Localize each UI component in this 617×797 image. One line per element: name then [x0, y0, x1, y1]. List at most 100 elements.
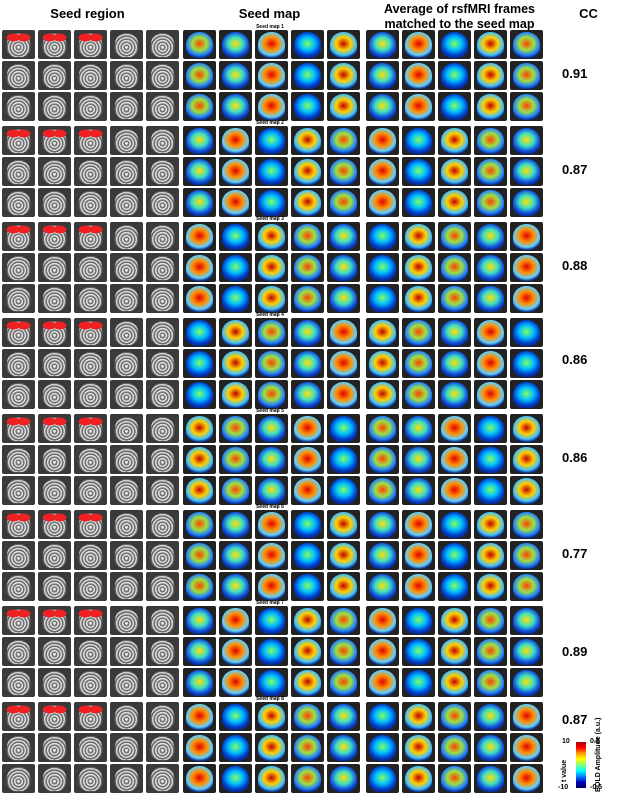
average-frames-grid: [366, 318, 543, 409]
seed-map-slice: [291, 476, 324, 505]
cc-value: 0.86: [562, 450, 588, 465]
average-frame-slice: [366, 92, 399, 121]
seed-map-slice: [255, 572, 288, 601]
average-frame-slice: [438, 476, 471, 505]
average-frame-slice: [402, 445, 435, 474]
seed-map-slice: [327, 61, 360, 90]
seed-map-slice: [291, 637, 324, 666]
seed-map-slice: [327, 253, 360, 282]
brain-slice-image: [146, 284, 179, 313]
cc-value: 0.86: [562, 352, 588, 367]
brain-slice-image: [74, 284, 107, 313]
average-frame-slice: [510, 637, 543, 666]
brain-slice-image: [2, 510, 35, 539]
brain-slice-image: [38, 30, 71, 59]
average-frame-slice: [474, 30, 507, 59]
seed-map-slice: [219, 668, 252, 697]
average-frame-slice: [474, 637, 507, 666]
seed-region-grid: [2, 702, 179, 793]
seed-map-slice: [255, 414, 288, 443]
seed-map-slice: [219, 188, 252, 217]
seed-map-slice: [183, 253, 216, 282]
brain-slice-image: [110, 764, 143, 793]
brain-slice-image: [2, 637, 35, 666]
seed-map-slice: [327, 126, 360, 155]
brain-slice-image: [74, 541, 107, 570]
average-frames-grid: [366, 222, 543, 313]
average-frame-slice: [366, 222, 399, 251]
brain-slice-image: [110, 510, 143, 539]
average-frame-slice: [510, 380, 543, 409]
seed-map-grid: [183, 126, 360, 217]
seed-map-slice: [219, 30, 252, 59]
brain-slice-image: [2, 126, 35, 155]
colorbar-top-left: 10: [562, 738, 570, 745]
average-frame-slice: [474, 380, 507, 409]
brain-slice-image: [2, 188, 35, 217]
seed-map-slice: [291, 510, 324, 539]
average-frame-slice: [474, 541, 507, 570]
seed-map-grid: [183, 30, 360, 121]
average-frame-slice: [402, 157, 435, 186]
brain-slice-image: [110, 380, 143, 409]
brain-slice-image: [74, 510, 107, 539]
seed-map-slice: [219, 253, 252, 282]
seed-map-slice: [291, 541, 324, 570]
average-frame-slice: [474, 702, 507, 731]
average-frame-slice: [474, 414, 507, 443]
seed-map-slice: [327, 572, 360, 601]
average-frame-slice: [474, 510, 507, 539]
seed-map-label: Seed map 7: [256, 600, 284, 606]
seed-map-slice: [255, 349, 288, 378]
seed-map-slice: [291, 284, 324, 313]
seed-map-slice: [183, 764, 216, 793]
brain-slice-image: [38, 126, 71, 155]
seed-map-slice: [291, 414, 324, 443]
cc-value: 0.91: [562, 66, 588, 81]
seed-map-slice: [183, 414, 216, 443]
seed-map-slice: [255, 380, 288, 409]
brain-slice-image: [146, 733, 179, 762]
colorbar-bottom-right: -0.5: [590, 784, 603, 791]
average-frame-slice: [510, 253, 543, 282]
average-frame-slice: [366, 541, 399, 570]
brain-slice-image: [146, 668, 179, 697]
average-frame-slice: [438, 668, 471, 697]
seed-map-slice: [183, 188, 216, 217]
brain-slice-image: [110, 606, 143, 635]
average-frame-slice: [402, 126, 435, 155]
seed-map-slice: [327, 222, 360, 251]
seed-map-slice: [183, 668, 216, 697]
seed-map-slice: [255, 157, 288, 186]
average-frame-slice: [402, 764, 435, 793]
brain-slice-image: [74, 188, 107, 217]
seed-map-slice: [255, 253, 288, 282]
average-frames-grid: [366, 702, 543, 793]
seed-map-slice: [291, 380, 324, 409]
average-frame-slice: [402, 318, 435, 347]
average-frame-slice: [510, 668, 543, 697]
seed-map-slice: [183, 510, 216, 539]
seed-map-label: Seed map 8: [256, 696, 284, 702]
brain-slice-image: [2, 733, 35, 762]
seed-map-slice: [183, 92, 216, 121]
seed-map-slice: [219, 764, 252, 793]
brain-slice-image: [38, 764, 71, 793]
average-frame-slice: [474, 222, 507, 251]
brain-slice-image: [74, 253, 107, 282]
brain-slice-image: [38, 414, 71, 443]
brain-slice-image: [146, 476, 179, 505]
brain-slice-image: [74, 637, 107, 666]
seed-map-slice: [219, 510, 252, 539]
brain-slice-image: [2, 92, 35, 121]
seed-map-slice: [291, 30, 324, 59]
average-frame-slice: [438, 318, 471, 347]
average-frame-slice: [438, 572, 471, 601]
brain-slice-image: [74, 476, 107, 505]
seed-region-grid: [2, 30, 179, 121]
seed-map-slice: [327, 637, 360, 666]
seed-map-slice: [291, 702, 324, 731]
average-frames-grid: [366, 510, 543, 601]
brain-slice-image: [38, 318, 71, 347]
brain-slice-image: [146, 253, 179, 282]
